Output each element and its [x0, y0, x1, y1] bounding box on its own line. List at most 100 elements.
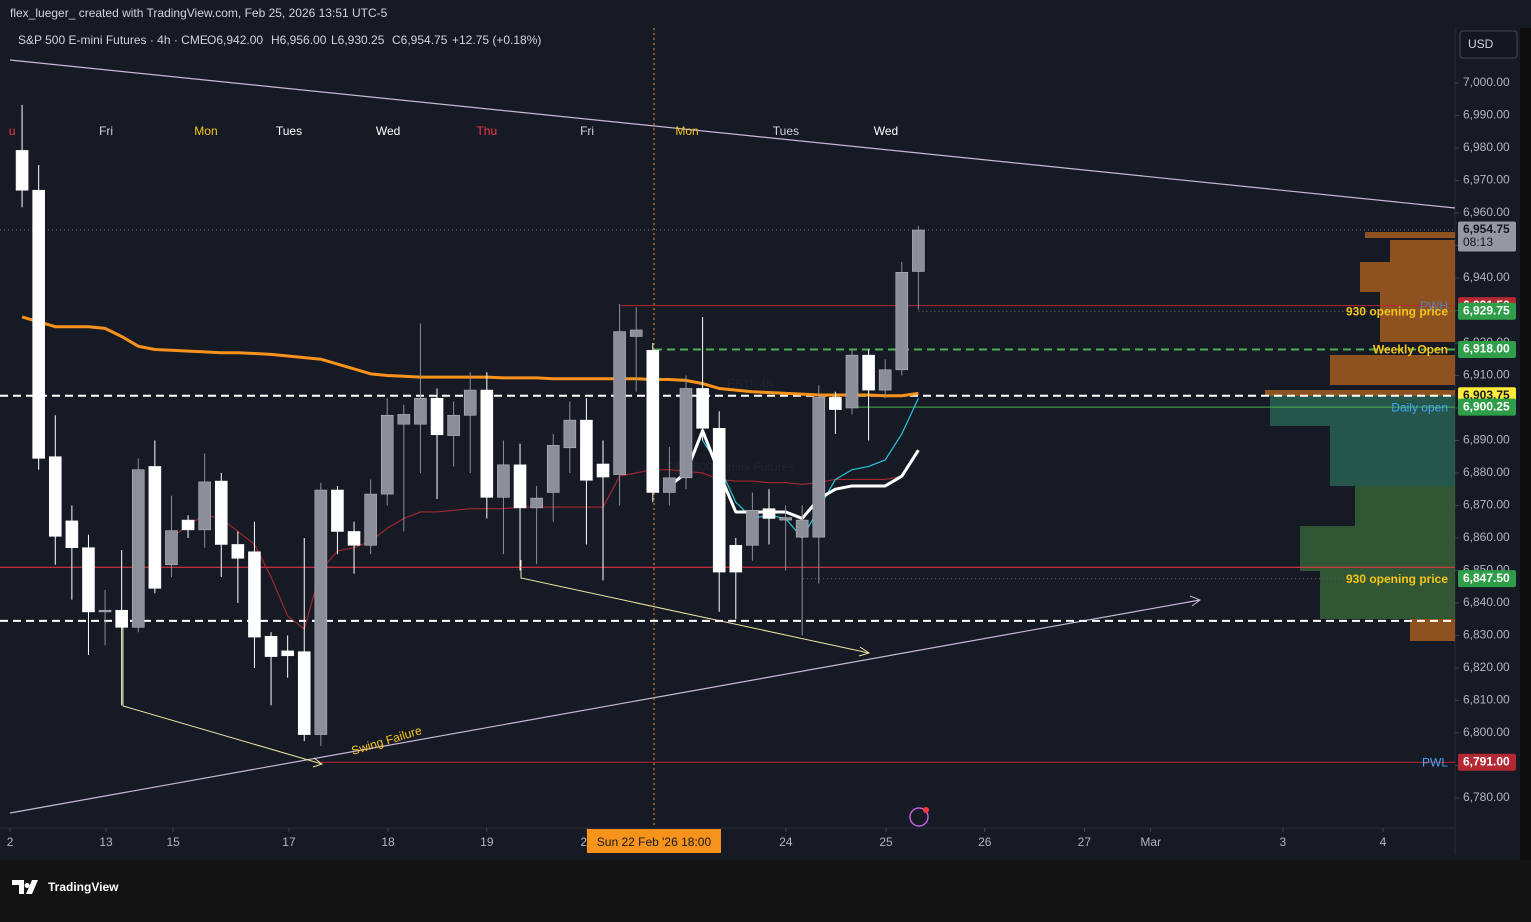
brand-name: TradingView — [48, 880, 119, 894]
candle-body — [878, 369, 892, 391]
candle-body — [181, 519, 195, 531]
y-tick-label: 6,780.00 — [1463, 790, 1510, 804]
x-tick-label: 4 — [1380, 835, 1387, 849]
candle-body — [32, 189, 45, 459]
candle-body — [397, 414, 411, 425]
price-badge-label: 6,903.75 — [1463, 388, 1510, 402]
y-tick-label: 6,980.00 — [1463, 140, 1510, 154]
credit: flex_lueger_ created with TradingView.co… — [10, 6, 388, 20]
x-tick-label: 19 — [480, 835, 494, 849]
x-tick-label: 15 — [166, 835, 180, 849]
trendlines — [9, 59, 1456, 814]
day-label: Tues — [773, 124, 799, 138]
chart-background — [0, 0, 1531, 860]
vp-bar — [1390, 240, 1455, 262]
currency-button[interactable]: USD — [1459, 30, 1518, 59]
price-badge-label: 6,954.75 — [1463, 222, 1510, 236]
day-label: Wed — [376, 124, 400, 138]
candle-body — [364, 493, 377, 546]
price-badge — [1458, 570, 1516, 588]
candle-body — [746, 510, 759, 546]
alert-icon[interactable] — [909, 807, 929, 827]
arrow — [122, 620, 323, 765]
watermark: S&P 500 E-mini Futures — [666, 460, 795, 474]
vp-bar — [1410, 619, 1455, 641]
candle-body — [596, 463, 610, 478]
candle-body — [380, 414, 394, 495]
candle-body — [198, 481, 211, 531]
x-tick-label: 25 — [879, 835, 893, 849]
candle-body — [546, 445, 560, 493]
currency-label[interactable]: USD — [1468, 37, 1494, 51]
candle-body — [414, 397, 427, 425]
level-tag: Daily open — [1391, 400, 1448, 414]
price-badge — [1458, 340, 1516, 358]
candle-body — [48, 456, 62, 537]
countdown: 08:13 — [1463, 235, 1493, 249]
candle-body — [497, 464, 510, 498]
y-tick-label: 6,810.00 — [1463, 693, 1510, 707]
price-badge-label: 6,847.50 — [1463, 571, 1510, 585]
y-tick-label: 6,960.00 — [1463, 205, 1510, 219]
price-badge-label: 6,929.75 — [1463, 303, 1510, 317]
candle-body — [98, 609, 112, 613]
trendline — [9, 59, 1456, 209]
candle-body — [530, 497, 543, 509]
candle-body — [729, 544, 743, 573]
candle-body — [15, 150, 29, 191]
candle-body — [214, 480, 228, 545]
vp-bar — [1330, 355, 1455, 385]
y-tick-label: 6,830.00 — [1463, 628, 1510, 642]
candle-body — [762, 508, 776, 519]
candle-body — [845, 354, 859, 409]
indicator-line — [171, 449, 919, 630]
alert-dot[interactable] — [923, 807, 929, 813]
candle-body — [447, 414, 460, 436]
vp-bar — [1270, 396, 1455, 426]
vp-bar — [1265, 390, 1455, 396]
legend-item: +12.75 (+0.18%) — [452, 33, 541, 47]
candle-body — [563, 419, 577, 449]
arrow-head — [858, 646, 871, 657]
candle-body — [663, 477, 676, 493]
footer-background — [0, 860, 1531, 917]
alert-circle[interactable] — [909, 807, 929, 827]
x-tick-label: 2 — [7, 835, 14, 849]
trendline — [9, 599, 1201, 814]
candle-body — [795, 519, 809, 538]
volume-profile — [1265, 232, 1455, 641]
currency-button-box[interactable] — [1459, 30, 1518, 59]
candle-body — [82, 547, 95, 613]
y-tick-label: 6,820.00 — [1463, 660, 1510, 674]
legend-item: H6,956.00 — [271, 33, 327, 47]
y-tick-label: 6,940.00 — [1463, 270, 1510, 284]
candle-body — [513, 464, 527, 509]
brand: TradingView — [12, 880, 119, 894]
price-badge — [1458, 398, 1516, 416]
candle-body — [131, 469, 145, 628]
candle-body — [248, 551, 261, 638]
price-badge — [1458, 302, 1516, 320]
vp-bar — [1330, 426, 1455, 486]
vp-bar — [1360, 262, 1455, 292]
y-tick-label: 6,800.00 — [1463, 725, 1510, 739]
candle-body — [165, 530, 178, 566]
candle-body — [264, 635, 278, 657]
candle-body — [115, 609, 128, 628]
vp-bar — [1380, 292, 1455, 342]
day-label: Mon — [675, 124, 698, 138]
candle-body — [912, 229, 925, 272]
arrow-head — [1189, 595, 1202, 607]
candle-body — [696, 388, 709, 429]
crosshair-box — [586, 829, 721, 853]
candle-body — [430, 397, 444, 436]
vp-bar — [1355, 486, 1455, 526]
vp-bar — [1300, 526, 1455, 571]
day-label: Fri — [99, 124, 113, 138]
level-tag: PWH — [1420, 299, 1448, 313]
level-tag: PWL — [1422, 755, 1448, 769]
day-label: Mon — [194, 124, 217, 138]
price-badge-label: 6,918.00 — [1463, 342, 1510, 356]
x-tick-label: 24 — [779, 835, 793, 849]
